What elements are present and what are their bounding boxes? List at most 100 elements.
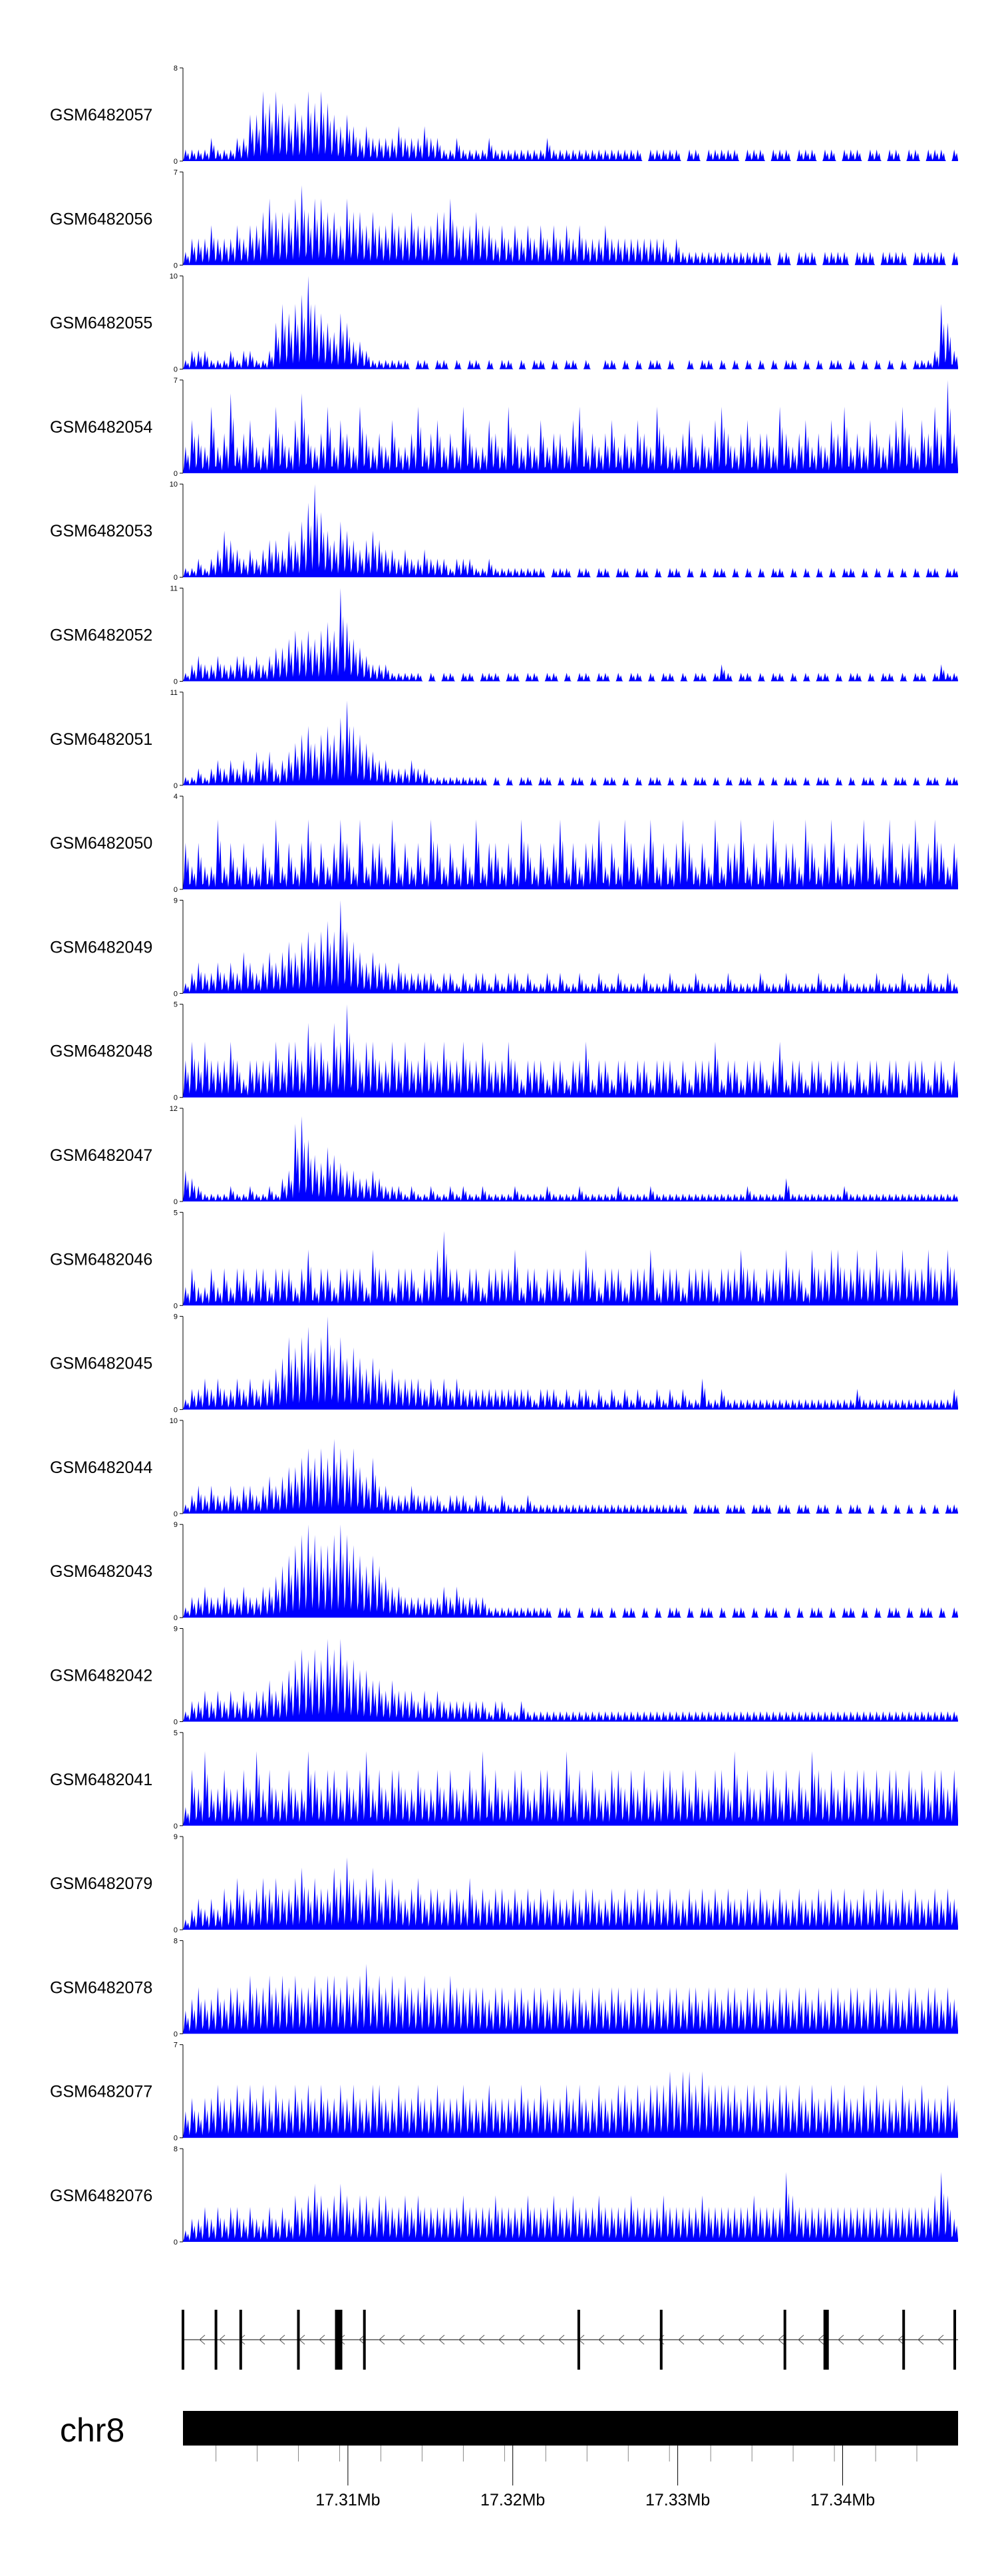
y-tick-label-max: 8	[174, 1937, 178, 1945]
track-label: GSM6482076	[50, 2187, 152, 2205]
strand-arrow	[399, 2334, 405, 2345]
y-tick-label-max: 9	[174, 1521, 178, 1529]
track-label: GSM6482050	[50, 834, 152, 853]
track-label: GSM6482055	[50, 314, 152, 333]
strand-arrow	[438, 2334, 445, 2345]
exon-mark	[335, 2310, 338, 2370]
track-GSM6482051: GSM6482051 11 0	[50, 689, 958, 790]
track-GSM6482052: GSM6482052 11 0	[50, 585, 958, 686]
gene-model-track	[182, 2310, 958, 2370]
y-tick-label-max: 9	[174, 1833, 178, 1841]
coverage-tracks: GSM648205780GSM648205670GSM6482055100GSM…	[50, 65, 958, 2247]
coverage-area	[183, 2071, 958, 2138]
strand-arrow	[279, 2334, 285, 2345]
chromosome-bar	[183, 2411, 958, 2446]
y-tick-label-max: 10	[170, 273, 178, 281]
coverage-area	[183, 91, 958, 161]
strand-arrow	[758, 2334, 764, 2345]
track-GSM6482043: GSM6482043 9 0	[50, 1521, 958, 1622]
track-GSM6482044: GSM6482044 10 0	[50, 1417, 958, 1518]
coverage-area	[183, 185, 958, 266]
track-GSM6482077: GSM6482077 7 0	[50, 2041, 958, 2143]
coverage-area	[183, 1964, 958, 2034]
y-tick-label-max: 5	[174, 1209, 178, 1217]
strand-arrow	[878, 2334, 884, 2345]
strand-arrow	[698, 2334, 705, 2345]
track-label: GSM6482077	[50, 2083, 152, 2101]
y-tick-label-max: 12	[170, 1105, 178, 1113]
coverage-area	[183, 2172, 958, 2242]
y-tick-label-zero: 0	[174, 2030, 178, 2038]
strand-arrow	[379, 2334, 385, 2345]
y-tick-label-max: 11	[170, 689, 178, 697]
track-label: GSM6482042	[50, 1667, 152, 1685]
coverage-area	[183, 1116, 958, 1201]
coverage-area	[183, 1004, 958, 1098]
exon-mark	[182, 2310, 184, 2370]
exon-mark	[214, 2310, 218, 2370]
track-GSM6482041: GSM6482041 5 0	[50, 1729, 958, 1830]
y-tick-label-zero: 0	[174, 1510, 178, 1518]
strand-arrow	[798, 2334, 804, 2345]
coverage-area	[183, 1231, 958, 1306]
coverage-area	[183, 1524, 958, 1618]
track-label: GSM6482054	[50, 418, 152, 437]
coverage-area	[183, 1857, 958, 1930]
strand-arrow	[498, 2334, 505, 2345]
y-tick-label-zero: 0	[174, 1614, 178, 1622]
strand-arrow	[937, 2334, 944, 2345]
y-tick-label-max: 7	[174, 2041, 178, 2049]
track-GSM6482056: GSM6482056 7 0	[50, 168, 958, 270]
y-tick-label-zero: 0	[174, 1926, 178, 1934]
y-tick-label-zero: 0	[174, 1719, 178, 1727]
strand-arrow	[558, 2334, 565, 2345]
y-tick-label-max: 11	[170, 585, 178, 593]
coverage-area	[183, 379, 958, 473]
y-tick-label-zero: 0	[174, 2135, 178, 2143]
coverage-area	[183, 1316, 958, 1410]
track-label: GSM6482048	[50, 1042, 152, 1061]
y-tick-label-max: 8	[174, 2145, 178, 2153]
coverage-area	[183, 276, 958, 369]
strand-arrow	[738, 2334, 745, 2345]
exon-mark	[337, 2310, 343, 2370]
x-tick-label: 17.31Mb	[315, 2491, 380, 2509]
coverage-area	[183, 1751, 958, 1826]
strand-arrow	[199, 2334, 206, 2345]
y-tick-label-zero: 0	[174, 1302, 178, 1310]
track-label: GSM6482047	[50, 1146, 152, 1165]
track-label: GSM6482079	[50, 1874, 152, 1893]
track-label: GSM6482052	[50, 626, 152, 645]
exon-mark	[902, 2310, 906, 2370]
track-GSM6482079: GSM6482079 9 0	[50, 1833, 958, 1934]
y-tick-label-max: 9	[174, 1313, 178, 1321]
y-tick-label-zero: 0	[174, 158, 178, 166]
strand-arrow	[898, 2334, 904, 2345]
track-GSM6482048: GSM6482048 5 0	[50, 1001, 958, 1102]
coverage-area	[183, 900, 958, 994]
strand-arrow	[478, 2334, 485, 2345]
strand-arrow	[638, 2334, 645, 2345]
exon-mark	[659, 2310, 663, 2370]
genomic-axis: 17.31Mb 17.32Mb 17.33Mb 17.34Mb	[216, 2446, 917, 2509]
strand-arrow	[319, 2334, 325, 2345]
track-GSM6482053: GSM6482053 10 0	[50, 481, 958, 582]
strand-arrow	[598, 2334, 605, 2345]
track-label: GSM6482041	[50, 1771, 152, 1789]
strand-arrow	[538, 2334, 545, 2345]
strand-arrow	[718, 2334, 725, 2345]
y-tick-label-max: 7	[174, 377, 178, 385]
y-tick-label-zero: 0	[174, 574, 178, 582]
track-GSM6482046: GSM6482046 5 0	[50, 1209, 958, 1310]
x-tick-label: 17.32Mb	[480, 2491, 545, 2509]
y-tick-label-max: 9	[174, 897, 178, 905]
track-GSM6482078: GSM6482078 8 0	[50, 1937, 958, 2038]
coverage-area	[183, 1438, 958, 1514]
exon-mark	[953, 2310, 956, 2370]
y-tick-label-max: 8	[174, 65, 178, 73]
coverage-area	[183, 1639, 958, 1722]
track-GSM6482047: GSM6482047 12 0	[50, 1105, 958, 1206]
track-GSM6482057: GSM6482057 8 0	[50, 65, 958, 166]
y-tick-label-max: 5	[174, 1729, 178, 1737]
